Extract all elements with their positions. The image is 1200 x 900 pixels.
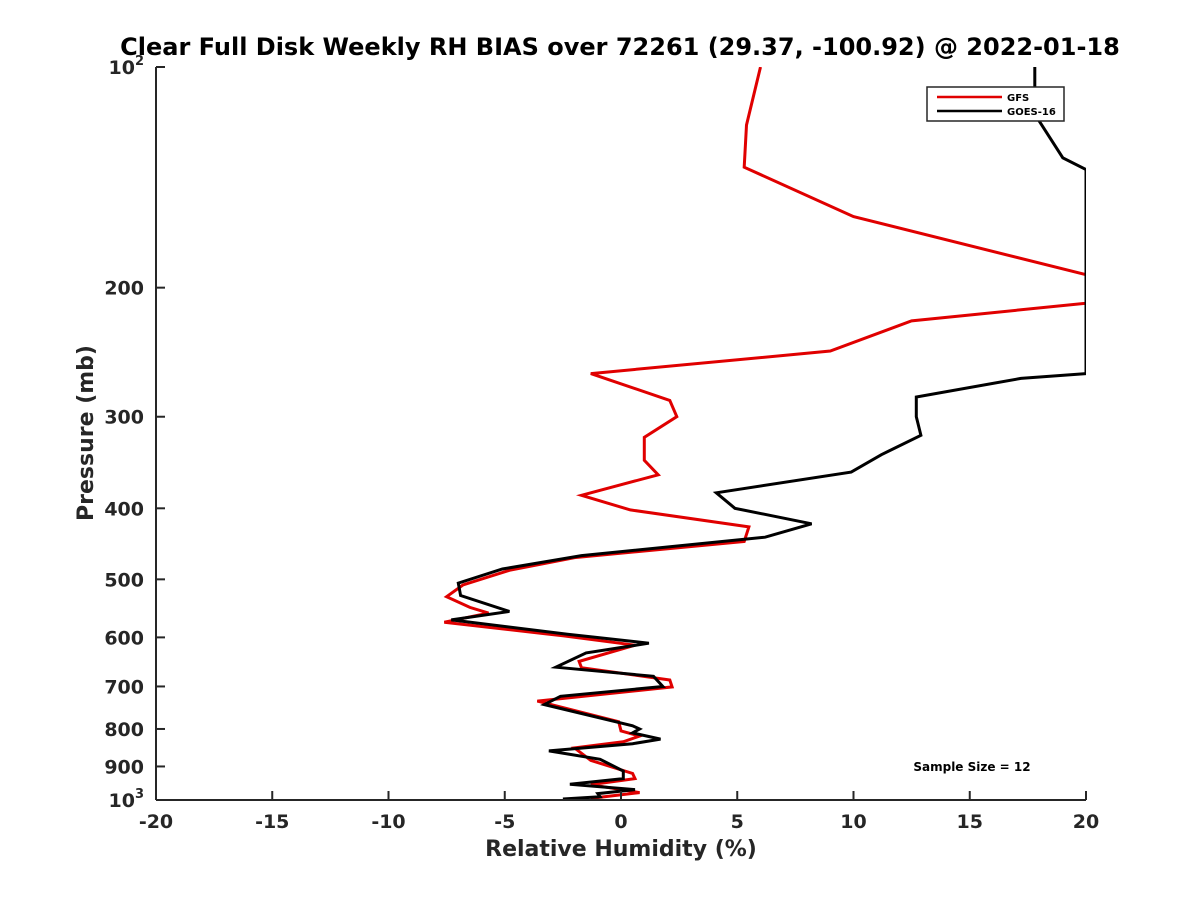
legend-label-goes-16: GOES-16 (1007, 107, 1056, 118)
series-line-gfs (443, 67, 1086, 800)
x-tick-label: -15 (255, 811, 289, 833)
legend-label-gfs: GFS (1007, 93, 1029, 104)
y-tick-label: 103 (109, 787, 145, 812)
x-axis-label: Relative Humidity (%) (485, 837, 757, 862)
series-line-goes-16 (451, 67, 1086, 800)
series-layer (443, 67, 1086, 800)
x-tick-label: -10 (371, 811, 405, 833)
y-tick-label: 800 (104, 719, 144, 741)
legend-box (926, 86, 1065, 122)
x-tick-label: 5 (731, 811, 744, 833)
x-tick-label: -20 (139, 811, 173, 833)
x-axis-ticks: -20 -15 -10 -5 0 5 10 15 20 (139, 791, 1099, 833)
y-tick-label: 400 (104, 498, 144, 520)
legend: GFS GOES-16 (926, 86, 1065, 122)
y-tick-label: 700 (104, 676, 144, 698)
plot-area (155, 67, 1086, 801)
y-tick-label: 102 (109, 54, 145, 79)
y-axis-ticks: 102 200 300 400 500 600 700 800 900 103 (104, 54, 165, 812)
x-tick-label: 15 (957, 811, 983, 833)
y-tick-label: 200 (104, 278, 144, 300)
sample-size-annotation: Sample Size = 12 (913, 760, 1030, 774)
x-tick-label: 0 (614, 811, 627, 833)
y-axis-label: Pressure (mb) (74, 345, 99, 521)
y-tick-label: 600 (104, 627, 144, 649)
y-tick-label: 900 (104, 756, 144, 778)
x-tick-label: 10 (840, 811, 866, 833)
plot-background (156, 67, 1086, 800)
x-tick-label: 20 (1073, 811, 1099, 833)
y-tick-label: 500 (104, 569, 144, 591)
x-tick-label: -5 (494, 811, 515, 833)
y-tick-label: 300 (104, 407, 144, 429)
chart-title: Clear Full Disk Weekly RH BIAS over 7226… (120, 33, 1120, 61)
